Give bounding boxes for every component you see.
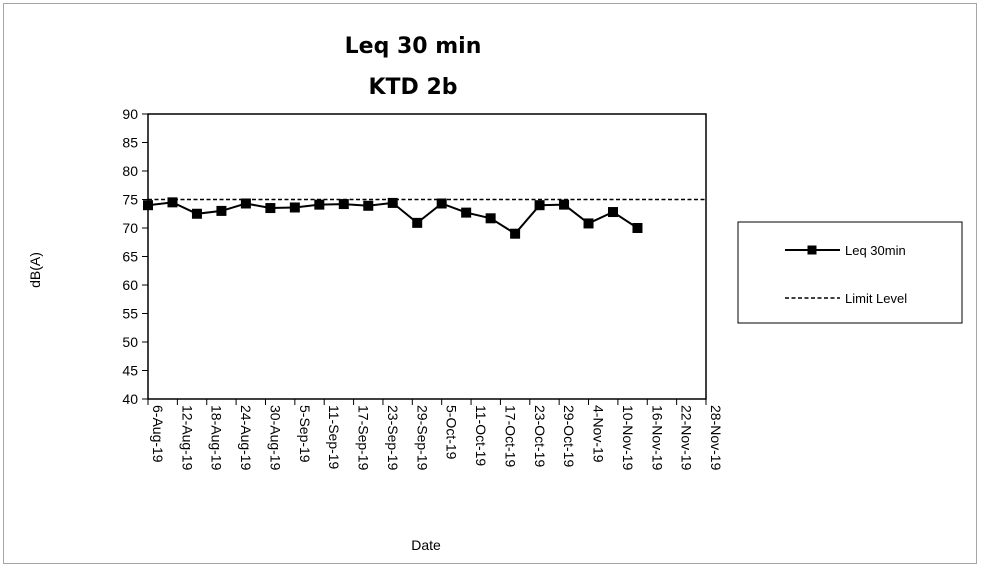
x-tick-label: 6-Aug-19 <box>150 405 166 463</box>
x-tick-label: 24-Aug-19 <box>238 405 254 471</box>
y-tick-label: 80 <box>122 163 138 179</box>
x-tick-label: 18-Aug-19 <box>209 405 225 471</box>
plot-border <box>147 113 707 400</box>
x-tick-label: 10-Nov-19 <box>620 405 636 471</box>
x-tick-label: 23-Sep-19 <box>385 405 401 471</box>
chart-title-line-1: Leq 30 min <box>345 34 482 59</box>
x-tick-label: 4-Nov-19 <box>591 405 607 463</box>
x-tick-label: 5-Sep-19 <box>297 405 313 463</box>
y-tick-label: 45 <box>122 363 138 379</box>
legend-box <box>737 221 963 324</box>
y-tick-label: 90 <box>122 106 138 122</box>
x-tick-label: 5-Oct-19 <box>444 405 460 460</box>
y-tick-label: 85 <box>122 135 138 151</box>
legend-label-limit: Limit Level <box>845 291 907 306</box>
leq-data-point <box>632 223 643 233</box>
legend-marker-leq <box>807 245 817 255</box>
leq-data-point <box>338 199 349 210</box>
x-tick-label: 23-Oct-19 <box>532 405 548 467</box>
leq-data-point <box>240 198 251 209</box>
x-tick-label: 11-Oct-19 <box>473 405 489 466</box>
plot-area: 40 45 50 55 60 65 70 75 80 85 90 6-Aug-19 12-Aug-19 1… <box>122 106 724 471</box>
y-tick-label: 55 <box>122 306 138 322</box>
x-tick-label: 17-Oct-19 <box>502 405 518 467</box>
leq-data-point <box>461 207 472 218</box>
leq-data-point <box>534 200 545 211</box>
x-axis-label: Date <box>411 537 441 553</box>
legend-label-leq: Leq 30min <box>845 243 906 258</box>
y-tick-label: 75 <box>122 192 138 208</box>
leq-data-point <box>314 199 325 210</box>
legend: Leq 30min Limit Level <box>737 221 963 324</box>
chart-title-line-2: KTD 2b <box>368 75 457 100</box>
x-tick-label: 16-Nov-19 <box>649 405 665 471</box>
x-tick-label: 30-Aug-19 <box>267 405 283 471</box>
leq-data-point <box>510 228 521 239</box>
leq-data-point <box>265 203 276 214</box>
x-tick-label: 11-Sep-19 <box>326 405 342 470</box>
x-tick-label: 22-Nov-19 <box>679 405 695 471</box>
leq-data-point <box>436 198 447 209</box>
leq-data-point <box>583 218 594 229</box>
leq-data-point <box>608 207 618 218</box>
leq-data-point <box>559 199 570 210</box>
leq-data-point <box>216 205 227 216</box>
y-tick-label: 70 <box>122 220 138 236</box>
leq-data-point <box>191 208 202 219</box>
leq-data-point <box>387 197 398 208</box>
x-tick-label: 17-Sep-19 <box>356 405 372 471</box>
y-tick-label: 50 <box>122 334 138 350</box>
leq-data-point <box>289 202 300 213</box>
leq-data-point <box>412 217 423 228</box>
x-tick-label: 29-Oct-19 <box>561 405 577 467</box>
y-tick-label: 65 <box>122 249 138 265</box>
leq-data-point <box>363 200 374 211</box>
leq-data-point <box>143 200 153 211</box>
x-tick-label: 29-Sep-19 <box>414 405 430 471</box>
y-tick-label: 40 <box>122 391 138 407</box>
y-axis-label: dB(A) <box>27 252 43 288</box>
x-tick-label: 12-Aug-19 <box>179 405 195 471</box>
leq-data-point <box>485 213 496 224</box>
leq-data-point <box>167 197 178 208</box>
y-tick-label: 60 <box>122 277 138 293</box>
x-tick-label: 28-Nov-19 <box>708 405 724 471</box>
